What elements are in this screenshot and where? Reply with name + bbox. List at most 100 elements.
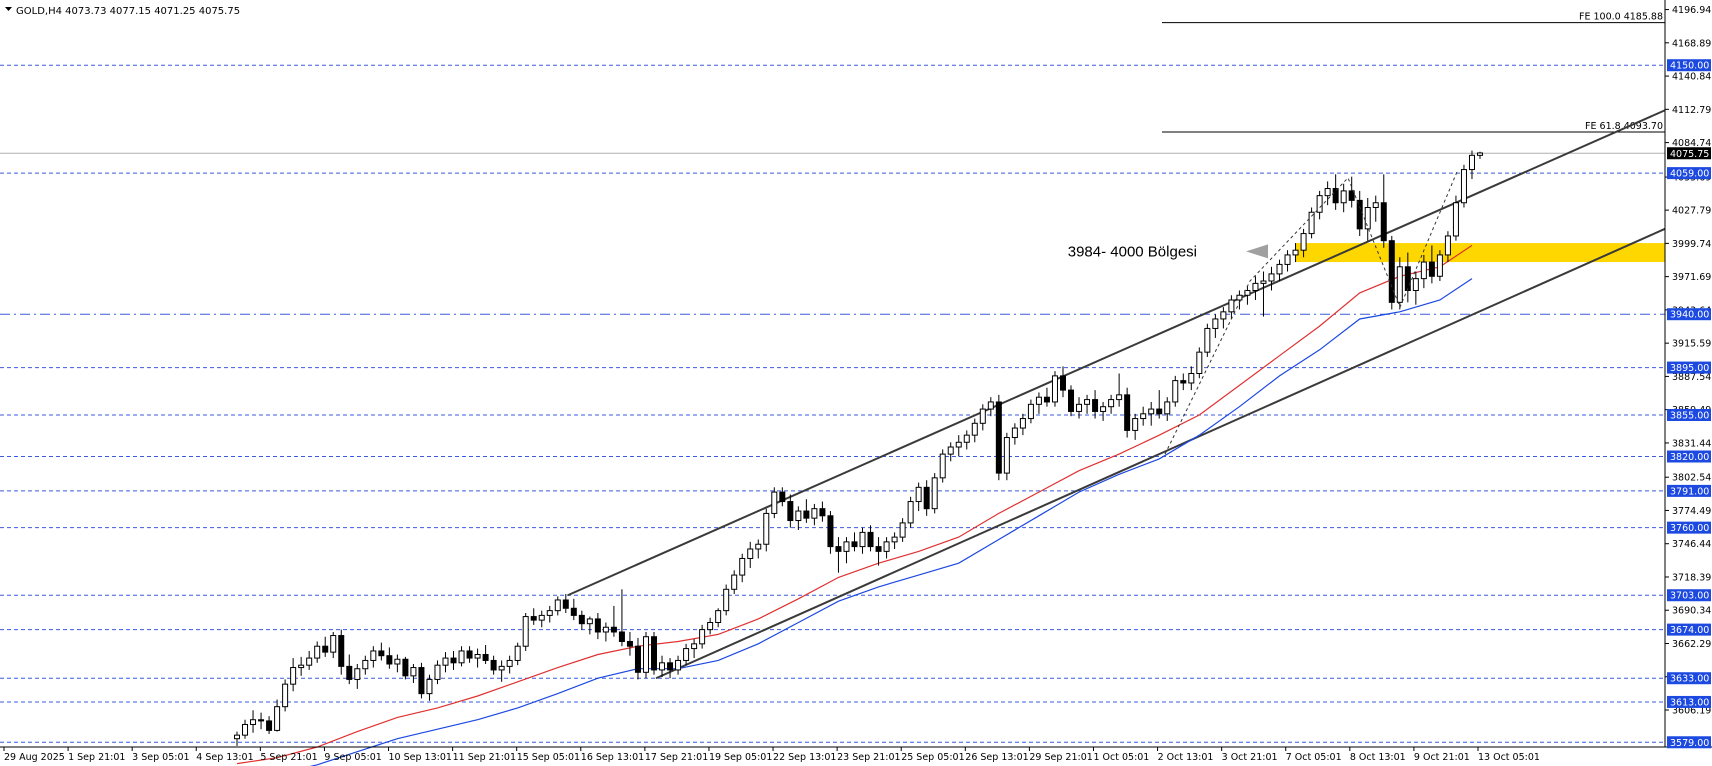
candle — [1212, 314, 1219, 338]
candle-body-bull — [811, 508, 818, 519]
candle — [322, 636, 329, 657]
candle — [554, 596, 561, 616]
candle-body-bull — [1372, 202, 1379, 208]
candle-body-bear — [386, 655, 393, 665]
level-badge-label: 3633.00 — [1670, 674, 1709, 685]
candle — [1372, 195, 1379, 222]
dropdown-triangle-icon[interactable] — [5, 7, 12, 11]
candle — [787, 494, 794, 528]
level-badge — [1667, 484, 1711, 497]
time-tick-label: 7 Oct 05:01 — [1286, 752, 1342, 763]
candle-body-bull — [1140, 413, 1147, 420]
candle — [282, 679, 289, 712]
candle-body-bull — [498, 665, 505, 671]
candle-body-bull — [1268, 273, 1275, 282]
candle-body-bull — [1220, 311, 1227, 320]
candle-body-bull — [554, 599, 561, 612]
price-tick-label: 3690.34 — [1672, 606, 1711, 617]
candle-body-bear — [258, 719, 265, 722]
candle-body-bear — [578, 614, 585, 625]
candle — [1220, 307, 1227, 329]
candle-body-bear — [626, 640, 633, 647]
candle — [1364, 198, 1371, 241]
candle-body-bear — [851, 541, 858, 548]
price-tick-label: 4140.84 — [1672, 72, 1711, 83]
candle-body-bear — [1404, 266, 1411, 291]
candle — [1444, 231, 1451, 263]
candle — [522, 613, 529, 651]
candle-body-bull — [354, 668, 361, 680]
candle — [963, 430, 970, 450]
price-tick-label: 3718.39 — [1672, 572, 1711, 583]
candle-body-bull — [987, 401, 994, 410]
candle — [1059, 366, 1066, 398]
candle-body-bull — [1468, 154, 1475, 171]
candle-body-bear — [827, 515, 834, 548]
candle — [362, 655, 369, 675]
time-tick-label: 3 Oct 21:01 — [1222, 752, 1278, 763]
candle — [1164, 397, 1171, 421]
candle — [274, 699, 281, 732]
candle-body-bull — [1003, 437, 1010, 474]
candle-body-bull — [1340, 190, 1347, 204]
candle-body-bull — [1324, 188, 1331, 197]
candle — [1011, 423, 1018, 445]
candle — [1051, 371, 1058, 407]
candle — [755, 539, 762, 559]
candle-body-bull — [691, 643, 698, 650]
candle — [538, 610, 545, 628]
candle-body-bear — [875, 546, 882, 552]
candle-body-bull — [522, 616, 529, 647]
candle-body-bear — [867, 531, 874, 548]
candle-body-bull — [1316, 195, 1323, 213]
candle-body-bull — [362, 659, 369, 670]
wave-path — [1164, 169, 1459, 455]
candle-body-bull — [1212, 318, 1219, 329]
candle — [1068, 385, 1075, 417]
candle — [586, 616, 593, 635]
candle — [498, 660, 505, 682]
candle-body-bear — [530, 616, 537, 621]
candle-body-bear — [803, 510, 810, 519]
candle-body-bull — [1011, 427, 1018, 439]
time-tick-label: 23 Sep 21:01 — [837, 752, 900, 763]
candle — [1452, 195, 1459, 241]
candle — [1260, 271, 1267, 317]
candle — [1108, 394, 1115, 414]
candle-body-bear — [1356, 199, 1363, 230]
candle — [979, 404, 986, 431]
time-tick-label: 3 Sep 05:01 — [132, 752, 189, 763]
candle — [602, 622, 609, 642]
candle — [1396, 257, 1403, 310]
candle-body-bull — [1436, 254, 1443, 277]
candle — [707, 617, 714, 635]
moving-average-slow — [309, 278, 1473, 766]
candle — [466, 646, 473, 663]
candle — [330, 631, 337, 659]
candle — [1332, 174, 1339, 210]
candle-body-bull — [250, 719, 257, 725]
candle-body-bear — [1092, 399, 1099, 412]
candle — [506, 655, 513, 674]
candle — [923, 480, 930, 516]
level-badge-label: 3703.00 — [1670, 591, 1709, 602]
candle — [1188, 366, 1195, 391]
candle — [1252, 276, 1259, 300]
candle-body-bull — [1204, 327, 1211, 353]
candle-body-bull — [1444, 235, 1451, 256]
candle-body-bear — [779, 491, 786, 503]
candle-body-bull — [1236, 294, 1243, 301]
candle-body-bear — [346, 665, 353, 680]
candle-body-bull — [434, 664, 441, 680]
price-tick-label: 3606.19 — [1672, 706, 1711, 717]
candle-body-bull — [538, 614, 545, 621]
moving-average-fast — [236, 244, 1473, 765]
candle-body-bull — [955, 441, 962, 448]
candle-body-bear — [1124, 394, 1131, 431]
candle — [474, 648, 481, 668]
level-badge-label: 4059.00 — [1670, 169, 1709, 180]
candle-body-bull — [947, 446, 954, 455]
price-tick-label: 4196.94 — [1672, 5, 1711, 16]
candles-layer — [234, 150, 1483, 746]
candle-body-bear — [450, 657, 457, 664]
